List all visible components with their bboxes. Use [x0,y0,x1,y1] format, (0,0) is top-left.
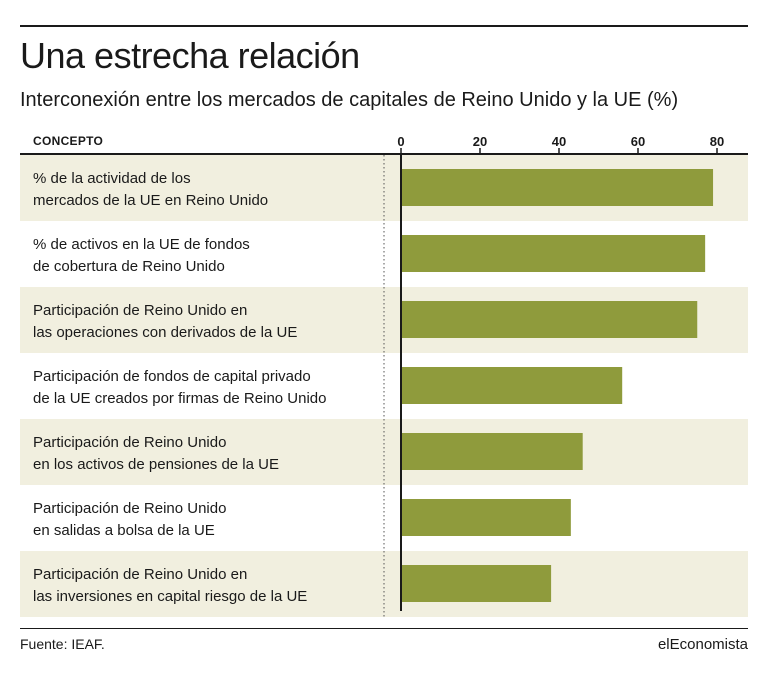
category-label-line: Participación de Reino Unido en [33,302,247,319]
x-tick-label: 60 [631,134,645,149]
bar [401,499,571,536]
bottom-rule [20,628,748,629]
chart-subtitle: Interconexión entre los mercados de capi… [20,89,679,111]
bar [401,169,714,206]
category-label-line: mercados de la UE en Reino Unido [33,192,268,209]
chart-title: Una estrecha relación [20,35,360,76]
category-label: Participación de Reino Unido en salidas a… [33,500,226,539]
bar [401,433,583,470]
category-label: Participación de Reino Unido en las inver… [33,566,307,605]
category-label: Participación de Reino Unido en los activ… [33,434,279,473]
category-label-line: Participación de Reino Unido [33,434,226,451]
x-tick-label: 80 [710,134,724,149]
category-label-line: en los activos de pensiones de la UE [33,456,279,473]
category-label-line: Participación de Reino Unido [33,500,226,517]
category-label-line: % de activos en la UE de fondos [33,236,250,253]
category-label: Participación de fondos de capital priva… [33,368,326,407]
x-tick-label: 20 [473,134,487,149]
bar [401,367,623,404]
x-tick-label: 40 [552,134,566,149]
bar [401,301,698,338]
brand-name: elEconomista [657,636,748,653]
category-label-line: en salidas a bolsa de la UE [33,522,215,539]
category-label-line: de cobertura de Reino Unido [33,258,225,275]
category-label-line: las operaciones con derivados de la UE [33,324,297,341]
category-label-line: las inversiones en capital riesgo de la … [33,588,307,605]
category-label-line: de la UE creados por firmas de Reino Uni… [33,390,326,407]
category-label-line: % de la actividad de los [33,170,191,187]
top-rule [20,25,748,27]
column-header-concepto: CONCEPTO [33,134,104,148]
header-rule [20,153,748,155]
bar [401,235,706,272]
category-label-line: Participación de fondos de capital priva… [33,368,311,385]
category-label: % de la actividad de los mercados de la U… [33,170,268,209]
x-tick-label: 0 [397,134,404,149]
category-label-line: Participación de Reino Unido en [33,566,247,583]
category-label: Participación de Reino Unido en las opera… [33,302,297,341]
source-note: Fuente: IEAF. [20,636,105,652]
bar [401,565,552,602]
category-label: % de activos en la UE de fondos de cobert… [33,236,250,275]
